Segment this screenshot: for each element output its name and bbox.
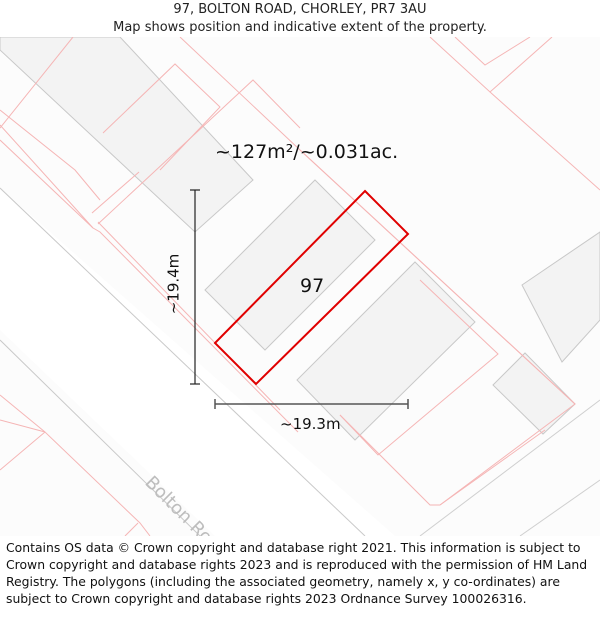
dimension-horizontal-label: ~19.3m: [280, 415, 341, 433]
area-label: ~127m²/~0.031ac.: [215, 141, 399, 163]
dimension-vertical: [190, 189, 200, 385]
copyright-attribution: Contains OS data © Crown copyright and d…: [6, 540, 588, 606]
property-boundary-97[interactable]: [213, 189, 410, 386]
plot-number-label: 97: [300, 275, 325, 297]
buildings: [0, 37, 600, 441]
map-header: 97, BOLTON ROAD, CHORLEY, PR7 3AU Map sh…: [0, 0, 600, 37]
dimension-horizontal: [214, 399, 409, 409]
map-subtitle: Map shows position and indicative extent…: [113, 20, 487, 35]
property-address-title: 97, BOLTON ROAD, CHORLEY, PR7 3AU: [173, 2, 427, 17]
map-canvas[interactable]: ~127m²/~0.031ac. 97 ~19.4m ~19.3m Bolton…: [0, 37, 600, 536]
dimension-vertical-label: ~19.4m: [164, 253, 183, 315]
